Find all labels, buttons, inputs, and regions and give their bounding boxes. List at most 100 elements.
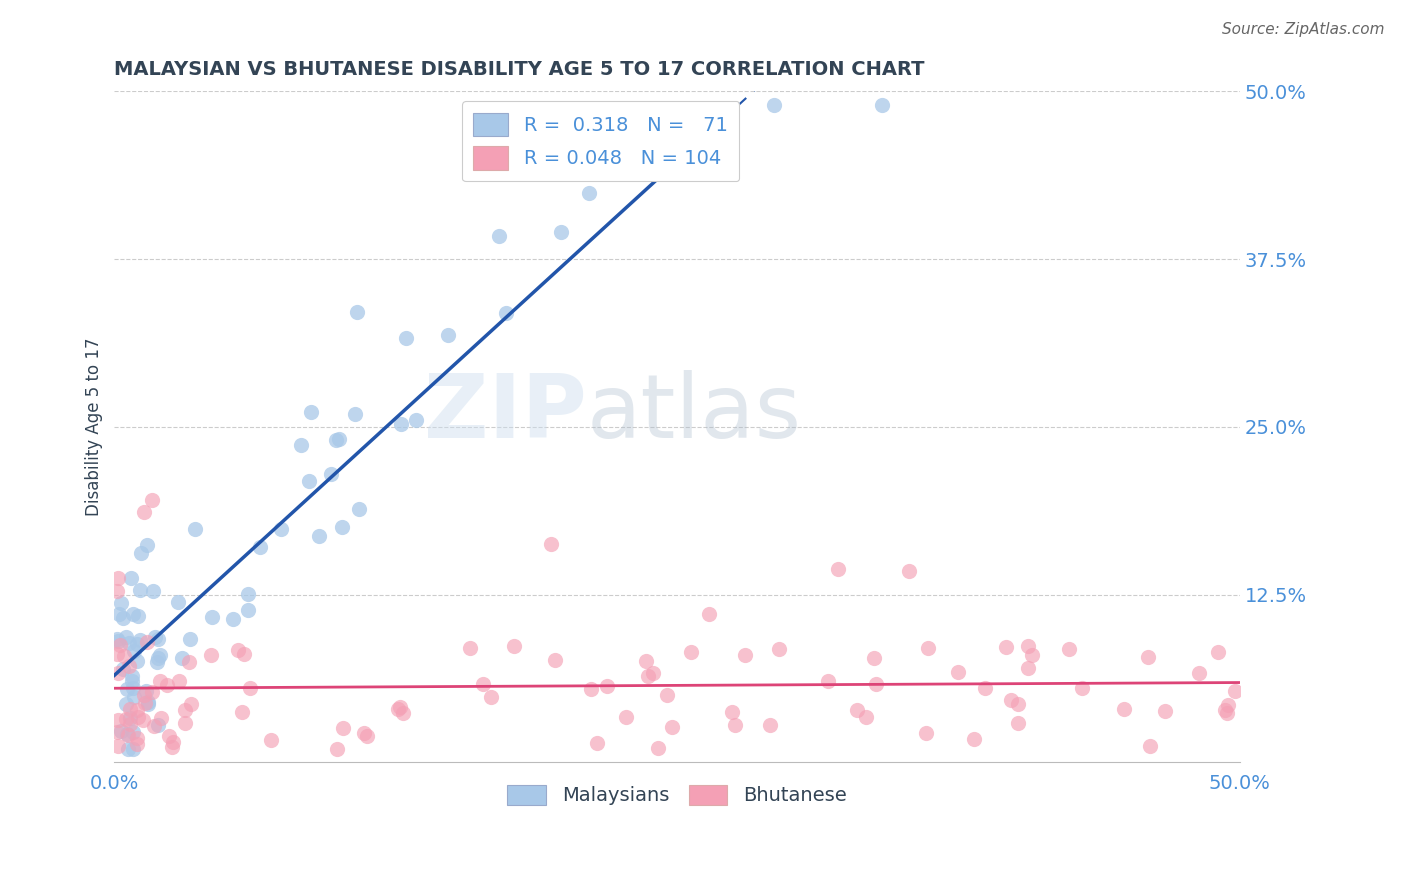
Point: [122, 742, 145, 756]
Point: [179, 632, 201, 647]
Point: [458, 641, 481, 656]
Point: [134, 696, 156, 710]
Point: [1021, 648, 1043, 663]
Point: [595, 679, 617, 693]
Point: [495, 306, 517, 320]
Point: [112, 663, 135, 677]
Point: [326, 741, 349, 756]
Point: [550, 225, 572, 239]
Point: [721, 705, 744, 719]
Point: [222, 612, 245, 626]
Point: [117, 728, 139, 742]
Point: [1216, 698, 1239, 713]
Point: [1136, 650, 1159, 665]
Point: [346, 305, 368, 319]
Point: [121, 673, 143, 688]
Point: [436, 328, 458, 343]
Point: [1216, 706, 1239, 720]
Point: [173, 716, 195, 731]
Point: [290, 438, 312, 452]
Point: [122, 607, 145, 621]
Point: [172, 651, 194, 665]
Point: [239, 681, 262, 695]
Point: [637, 669, 659, 683]
Point: [107, 665, 129, 680]
Text: Source: ZipAtlas.com: Source: ZipAtlas.com: [1222, 22, 1385, 37]
Point: [1139, 739, 1161, 754]
Point: [122, 724, 145, 739]
Point: [114, 712, 136, 726]
Point: [332, 721, 354, 735]
Point: [846, 703, 869, 717]
Point: [146, 632, 169, 647]
Point: [865, 677, 887, 691]
Point: [1017, 661, 1039, 675]
Point: [156, 678, 179, 692]
Point: [141, 684, 163, 698]
Point: [107, 634, 129, 648]
Point: [105, 583, 128, 598]
Point: [107, 739, 129, 754]
Text: atlas: atlas: [588, 370, 803, 457]
Point: [392, 706, 415, 720]
Point: [356, 730, 378, 744]
Point: [974, 681, 997, 695]
Point: [231, 705, 253, 719]
Point: [870, 97, 893, 112]
Point: [122, 644, 145, 658]
Point: [328, 433, 350, 447]
Point: [142, 719, 165, 733]
Point: [107, 607, 129, 621]
Point: [479, 690, 502, 705]
Point: [1000, 693, 1022, 707]
Point: [330, 520, 353, 534]
Point: [395, 331, 418, 345]
Point: [179, 655, 201, 669]
Point: [763, 97, 786, 112]
Point: [157, 729, 180, 743]
Point: [586, 736, 609, 750]
Point: [260, 733, 283, 747]
Point: [120, 716, 142, 731]
Point: [112, 611, 135, 625]
Point: [232, 648, 254, 662]
Point: [141, 493, 163, 508]
Point: [118, 658, 141, 673]
Point: [135, 684, 157, 698]
Point: [405, 413, 427, 427]
Point: [115, 697, 138, 711]
Point: [236, 603, 259, 617]
Point: [1225, 684, 1247, 698]
Point: [1153, 704, 1175, 718]
Point: [319, 467, 342, 481]
Point: [614, 709, 637, 723]
Point: [641, 665, 664, 680]
Point: [1071, 681, 1094, 696]
Point: [1059, 642, 1081, 657]
Point: [855, 710, 877, 724]
Point: [1017, 639, 1039, 653]
Point: [143, 630, 166, 644]
Point: [1007, 697, 1029, 711]
Point: [679, 645, 702, 659]
Point: [915, 726, 938, 740]
Point: [120, 571, 142, 585]
Point: [127, 703, 149, 717]
Point: [162, 735, 184, 749]
Point: [146, 655, 169, 669]
Point: [325, 433, 347, 447]
Point: [131, 546, 153, 560]
Point: [768, 642, 790, 657]
Point: [917, 641, 939, 656]
Point: [105, 647, 128, 661]
Point: [121, 668, 143, 682]
Point: [1213, 703, 1236, 717]
Point: [132, 688, 155, 702]
Point: [107, 714, 129, 728]
Point: [238, 587, 260, 601]
Point: [249, 540, 271, 554]
Point: [115, 727, 138, 741]
Point: [148, 650, 170, 665]
Point: [110, 596, 132, 610]
Point: [948, 665, 970, 679]
